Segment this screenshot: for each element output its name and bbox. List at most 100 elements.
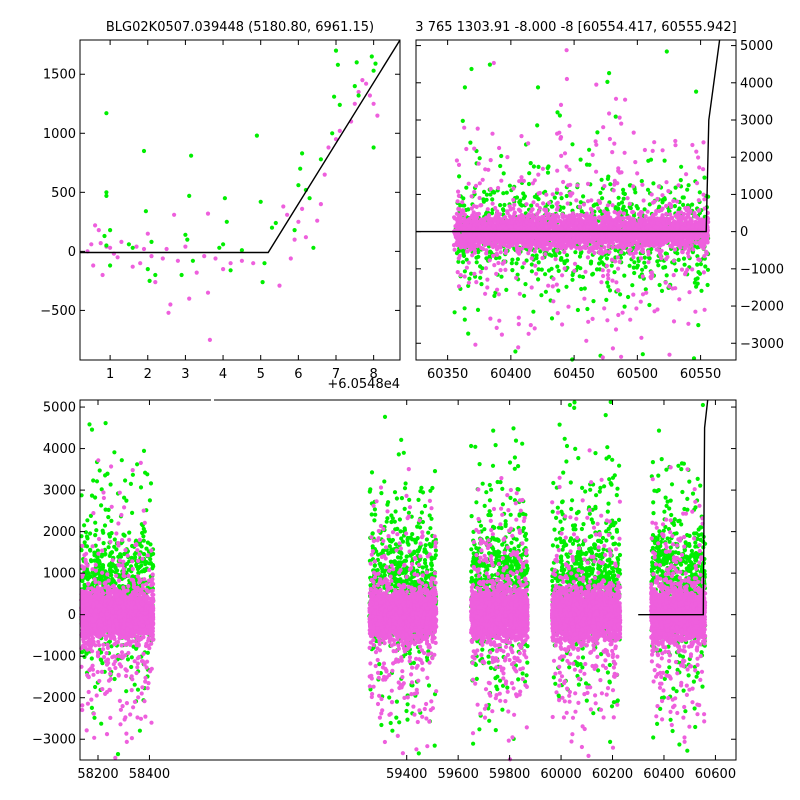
panel-top-right-point (619, 250, 624, 255)
panel-top-right-point (685, 187, 690, 192)
panel-top-right-point (456, 225, 461, 230)
panel-top-right-point (683, 217, 688, 222)
panel-top-right-point (493, 240, 498, 245)
panel-top-left-point (337, 102, 342, 107)
panel-top-right-point (495, 209, 500, 214)
panel-bottom-point (107, 532, 112, 537)
panel-top-right-point (610, 278, 615, 283)
panel-bottom-point (128, 481, 133, 486)
panel-top-right-point (680, 249, 685, 255)
panel-top-right-point (671, 198, 676, 204)
panel-top-right-point (610, 150, 615, 155)
panel-top-right-point (454, 211, 459, 216)
panel-top-right-point (496, 292, 501, 297)
panel-bottom-point (87, 575, 92, 580)
panel-top-right-point (479, 203, 484, 208)
panel-top-right-point (686, 321, 691, 326)
panel-top-right-point (518, 198, 523, 203)
panel-top-right-point (536, 267, 541, 272)
panel-top-right-point (701, 270, 707, 275)
panel-top-right-point (536, 197, 541, 202)
panel-top-right-point (514, 261, 519, 266)
panel-top-right-point (460, 200, 465, 205)
panel-top-right-point (573, 250, 578, 255)
panel-top-right-point (669, 204, 674, 209)
panel-top-right-point (470, 253, 475, 258)
panel-top-right-point (621, 187, 626, 192)
panel-top-left-point (352, 101, 357, 106)
panel-top-right-point (633, 190, 638, 195)
panel-top-right-point (503, 250, 508, 255)
panel-top-right-point (472, 189, 477, 195)
panel-top-left-x-tick-label: 3 (181, 367, 189, 382)
panel-top-right-point (584, 338, 589, 343)
panel-top-right-point (582, 213, 587, 218)
panel-top-right-point (509, 261, 514, 266)
panel-top-right-point (681, 240, 687, 246)
panel-top-right-point (610, 245, 615, 250)
panel-top-right-point (509, 220, 514, 225)
panel-top-right-point (570, 272, 575, 278)
panel-top-right-point (486, 167, 491, 172)
panel-top-right-point (578, 157, 583, 162)
panel-top-right-point (486, 226, 491, 231)
panel-top-right-point (638, 232, 643, 237)
panel-top-right-point (655, 216, 660, 221)
panel-top-left-point (222, 196, 227, 201)
panel-top-right-point (613, 96, 619, 101)
panel-top-right-point (592, 245, 597, 250)
panel-top-left-point (285, 212, 290, 217)
panel-top-left-point (251, 261, 256, 266)
panel-top-left-model (80, 40, 400, 254)
panel-top-right-point (580, 274, 586, 280)
panel-top-right-point (466, 244, 471, 249)
panel-top-right-point (616, 244, 621, 249)
panel-top-right-point (566, 304, 571, 309)
panel-top-right-point (534, 256, 539, 261)
panel-bottom-point (137, 728, 142, 733)
panel-top-right-point (490, 243, 495, 249)
panel-top-left-point (145, 267, 150, 272)
panel-top-right-point (640, 352, 645, 357)
panel-bottom-point (127, 530, 132, 535)
panel-top-right-point (605, 79, 610, 84)
panel-top-right-point (585, 199, 591, 204)
panel-top-right-point (604, 263, 610, 268)
panel-bottom-point (87, 422, 92, 427)
panel-top-right-point (500, 234, 505, 240)
panel-bottom-point (117, 584, 122, 589)
panel-top-right-point (646, 255, 652, 260)
panel-top-left-point (100, 272, 105, 278)
panel-top-right-point (496, 260, 501, 266)
panel-top-left-point (375, 113, 380, 118)
panel-top-right-point (464, 265, 469, 270)
panel-top-right-point (639, 218, 644, 224)
panel-top-right-point (650, 148, 655, 153)
panel-top-right-point (587, 162, 592, 167)
panel-top-left-point (202, 254, 207, 259)
panel-top-left-point (217, 245, 222, 250)
panel-top-right-point (462, 212, 468, 217)
panel-top-right-x-tick-label: 60400 (490, 367, 531, 382)
panel-top-right-point (597, 216, 602, 221)
panel-top-right-point (529, 256, 534, 261)
panel-top-right-point (642, 207, 647, 212)
panel-top-right-point (564, 193, 569, 199)
panel-bottom-point (134, 562, 139, 568)
panel-top-right-point (496, 185, 501, 191)
panel-top-right-point (639, 256, 644, 261)
panel-bottom-point (100, 528, 105, 533)
panel-top-left-point (311, 245, 316, 250)
panel-bottom-point (93, 520, 98, 525)
panel-top-right-y-tick-label: 2000 (740, 151, 773, 166)
panel-top-right-point (663, 280, 668, 285)
panel-top-right-point (519, 203, 524, 208)
panel-top-right-point (599, 232, 604, 237)
panel-top-right-point (610, 346, 616, 351)
panel-top-right-point (555, 219, 560, 224)
panel-top-right-point (630, 209, 636, 215)
panel-top-right-point (606, 284, 611, 289)
panel-top-left-x-tick-label: 1 (106, 367, 114, 382)
panel-top-right-point (640, 267, 645, 272)
